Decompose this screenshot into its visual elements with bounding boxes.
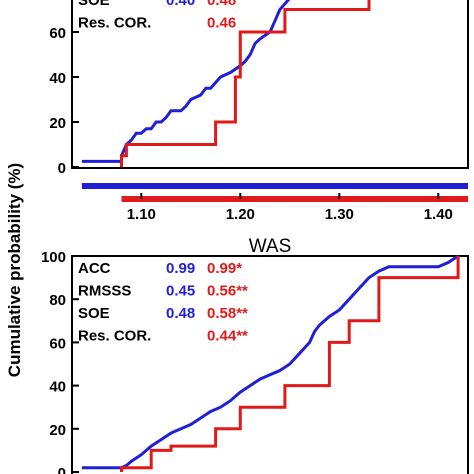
top-stat-red-value: 0.48 xyxy=(207,0,236,9)
bottom-stat-red-value: 0.58** xyxy=(207,305,248,322)
top-y-tick-label: 60 xyxy=(49,25,66,42)
bottom-stat-label: RMSSS xyxy=(78,283,131,300)
bottom-y-tick-label: 20 xyxy=(49,422,66,439)
bottom-stat-label: ACC xyxy=(78,260,111,277)
x-tick-label: 1.20 xyxy=(226,206,255,223)
top-y-tick-label: 0 xyxy=(58,160,66,177)
bottom-stat-blue-value: 0.45 xyxy=(166,283,195,300)
bottom-stat-red-value: 0.44** xyxy=(207,328,248,345)
top-series-blue-line xyxy=(81,0,291,163)
x-tick-label: 1.40 xyxy=(424,206,453,223)
bottom-y-tick-label: 100 xyxy=(41,249,66,266)
middle-title: WAS xyxy=(249,236,292,257)
bottom-stat-blue-value: 0.48 xyxy=(166,305,195,322)
top-panel: 0 20 40 60 SOE 0.40 0.48 Res. COR. 0.46 xyxy=(49,0,469,177)
bottom-stat-label: Res. COR. xyxy=(78,328,151,345)
bottom-stat-red-value: 0.56** xyxy=(207,283,248,300)
bottom-y-tick-label: 40 xyxy=(49,379,66,396)
bottom-stat-red-value: 0.99* xyxy=(207,260,242,277)
bottom-y-tick-label: 80 xyxy=(49,292,66,309)
bottom-y-tick-label: 0 xyxy=(58,465,66,474)
top-stat-label: SOE xyxy=(78,0,110,9)
x-tick-label: 1.30 xyxy=(325,206,354,223)
top-y-tick-label: 40 xyxy=(49,70,66,87)
bottom-stat-label: SOE xyxy=(78,305,110,322)
top-stat-label: Res. COR. xyxy=(78,15,151,32)
bottom-y-tick-label: 60 xyxy=(49,335,66,352)
bottom-series-red-line xyxy=(120,256,460,472)
x-tick-label: 1.10 xyxy=(127,206,156,223)
bottom-stat-blue-value: 0.99 xyxy=(166,260,195,277)
bottom-panel: 0 20 40 60 80 100 ACC 0.99 0.99* RMSSS 0.45 0.56**… xyxy=(41,249,469,474)
top-series-red-line xyxy=(120,0,371,167)
top-stat-blue-value: 0.40 xyxy=(166,0,195,9)
top-stat-red-value: 0.46 xyxy=(207,15,236,32)
y-axis-label: Cumulative probability (%) xyxy=(5,163,24,377)
bottom-plot-frame xyxy=(71,255,469,474)
top-y-tick-label: 20 xyxy=(49,115,66,132)
range-bars: 1.10 1.20 1.30 1.40 xyxy=(81,183,468,223)
bottom-series-blue-line xyxy=(81,254,459,470)
top-plot-frame xyxy=(71,0,469,169)
